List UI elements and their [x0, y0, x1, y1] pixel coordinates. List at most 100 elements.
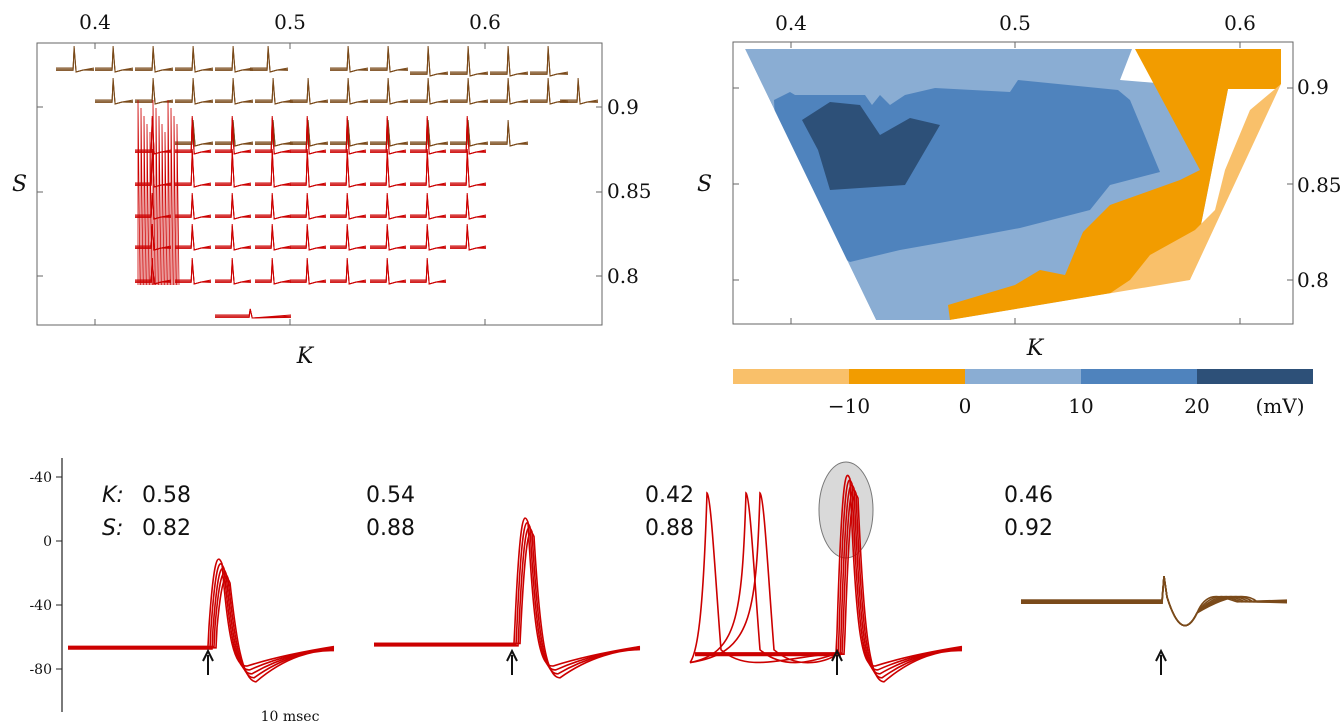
grid-trace — [290, 77, 329, 105]
grid-trace — [95, 77, 134, 105]
grid-trace — [370, 45, 409, 73]
grid-trace — [215, 45, 254, 73]
grid-trace — [450, 148, 487, 188]
voltage-traces — [68, 474, 1288, 683]
subthreshold-trace — [1021, 576, 1288, 627]
grid-trace — [215, 115, 252, 155]
y-tick-right-3: 0.8 — [607, 264, 639, 288]
scale-bar-label: 10 msec — [261, 709, 320, 725]
panel3-s: 0.88 — [645, 516, 694, 541]
grid-trace — [255, 148, 292, 188]
y-axis-label: S — [12, 172, 27, 197]
region-neg10-to-0 — [948, 49, 1281, 320]
colorbar-10-20 — [1081, 369, 1197, 384]
action-potential-trace — [695, 488, 963, 679]
colorbar-tick-10: 10 — [1068, 394, 1093, 418]
grid-trace — [450, 192, 487, 220]
grid-trace — [255, 192, 292, 220]
grid-trace — [370, 223, 407, 251]
colorbar-unit: (mV) — [1255, 394, 1304, 418]
grid-spike — [143, 115, 147, 286]
grid-trace — [370, 77, 409, 105]
grid-spike — [137, 99, 141, 286]
panel3-k: 0.42 — [645, 483, 694, 508]
grid-trace — [175, 148, 212, 188]
grid-trace — [135, 77, 174, 105]
voltage-tick-4: -80 — [29, 662, 52, 678]
grid-spike — [173, 115, 177, 286]
grid-trace — [175, 192, 212, 220]
voltage-tick-1: -40 — [29, 470, 52, 486]
grid-trace — [450, 119, 489, 147]
y-tick-right-1: 0.9 — [607, 95, 639, 119]
voltage-tick-3: -40 — [29, 598, 52, 614]
action-potential-trace — [695, 493, 963, 683]
grid-trace — [330, 119, 369, 147]
grid-trace — [175, 45, 214, 73]
grid-trace — [175, 77, 214, 105]
action-potential-trace — [68, 572, 335, 679]
panel2-k: 0.54 — [366, 483, 415, 508]
grid-trace — [490, 45, 529, 77]
grid-trace — [255, 223, 292, 251]
panel1-k: 0.58 — [142, 483, 191, 508]
grid-trace — [450, 77, 489, 105]
action-potential-trace — [689, 491, 837, 664]
contour-y-tick-2: 0.85 — [1297, 173, 1342, 197]
grid-trace — [450, 115, 487, 155]
grid-trace — [255, 257, 292, 285]
contour-x-tick-2: 0.5 — [999, 11, 1031, 35]
grid-trace — [255, 77, 294, 105]
grid-trace — [175, 115, 212, 155]
action-potential-trace — [695, 474, 963, 667]
grid-trace — [330, 77, 369, 105]
grid-trace — [290, 223, 327, 251]
action-potential-trace — [689, 491, 837, 664]
voltage-tick-2: 0 — [43, 534, 52, 550]
grid-trace — [175, 119, 214, 147]
grid-trace — [255, 115, 292, 155]
subthreshold-trace — [1021, 576, 1288, 627]
action-potential-trace — [695, 479, 963, 671]
grid-spike — [155, 107, 159, 286]
action-potential-trace — [374, 531, 641, 679]
stimulus-arrows — [202, 648, 1167, 675]
grid-spike — [146, 123, 150, 286]
grid-trace — [450, 45, 489, 77]
grid-trace — [370, 192, 407, 220]
action-potential-trace — [374, 522, 641, 671]
contour-x-tick-1: 0.4 — [775, 11, 807, 35]
grid-trace — [490, 77, 529, 105]
colorbar-tick-0: 0 — [959, 394, 972, 418]
action-potential-trace — [695, 484, 963, 675]
grid-trace — [250, 45, 289, 73]
action-potential-trace — [689, 491, 837, 664]
grid-trace — [175, 257, 212, 285]
contour-y-tick-1: 0.9 — [1297, 75, 1329, 99]
action-potential-trace — [68, 577, 335, 683]
grid-trace — [370, 115, 407, 155]
grid-spike — [158, 115, 162, 286]
colorbar-tick-neg10: −10 — [828, 394, 870, 418]
grid-trace — [370, 119, 409, 147]
grid-trace — [56, 45, 95, 73]
grid-trace — [450, 223, 487, 251]
grid-trace — [215, 77, 254, 105]
trace-grid-frame — [36, 42, 603, 326]
x-tick-top-2: 0.5 — [274, 10, 306, 34]
grid-trace — [410, 77, 449, 105]
grid-trace — [215, 308, 292, 319]
grid-spike — [140, 107, 144, 286]
grid-trace — [530, 77, 569, 105]
grid-trace — [330, 45, 369, 73]
grid-trace — [330, 148, 367, 188]
grid-spike — [149, 131, 153, 286]
grid-trace — [490, 119, 529, 147]
colorbar-20-30 — [1197, 369, 1313, 384]
grid-spike — [176, 123, 180, 286]
grid-trace — [215, 223, 252, 251]
grid-trace — [330, 115, 367, 155]
panel4-k: 0.46 — [1004, 483, 1053, 508]
grid-trace — [410, 148, 447, 188]
grid-trace — [290, 257, 327, 285]
